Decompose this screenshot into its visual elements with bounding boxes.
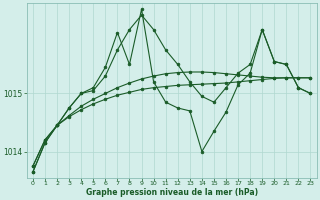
X-axis label: Graphe pression niveau de la mer (hPa): Graphe pression niveau de la mer (hPa) bbox=[86, 188, 258, 197]
